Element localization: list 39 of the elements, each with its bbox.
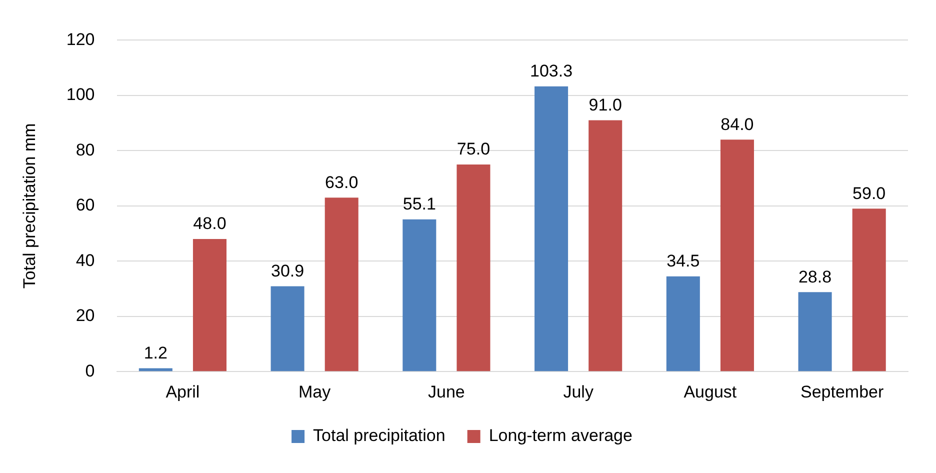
- y-tick-label: 40: [76, 250, 95, 270]
- bar: [852, 208, 886, 372]
- y-axis-title: Total precipitation mm: [20, 123, 39, 289]
- bar: [588, 120, 622, 372]
- text: 63.0: [325, 172, 358, 192]
- text: 28.8: [798, 267, 832, 286]
- bar: [192, 239, 226, 372]
- text: 84.0: [720, 114, 754, 134]
- bar: [270, 286, 304, 372]
- y-tick-label: 80: [76, 140, 95, 160]
- bar: [324, 198, 358, 372]
- text: 59.0: [852, 184, 886, 203]
- y-tick-label: 120: [66, 30, 95, 49]
- legend-label: Total precipitation: [313, 426, 446, 446]
- x-tick-label: April: [166, 382, 200, 402]
- y-tick-label: 20: [76, 306, 95, 326]
- x-tick-label: September: [800, 382, 884, 402]
- text: 1.2: [144, 343, 168, 362]
- text: 34.5: [666, 252, 700, 271]
- text: 91.0: [588, 95, 622, 114]
- bar: [456, 164, 490, 372]
- bar: [666, 276, 700, 372]
- text: 75.0: [456, 140, 490, 159]
- text: 30.9: [270, 261, 304, 280]
- legend-label: Long-term average: [488, 426, 632, 446]
- y-tick-label: 100: [66, 85, 95, 104]
- text: 103.3: [530, 62, 573, 81]
- x-tick-label: June: [428, 382, 465, 402]
- bar: [534, 86, 568, 372]
- y-tick-label: 60: [76, 196, 95, 215]
- bar: [402, 219, 436, 372]
- y-tick-label: 0: [85, 361, 95, 380]
- bar: [720, 140, 754, 372]
- x-tick-label: August: [684, 382, 737, 402]
- x-tick-label: July: [563, 382, 594, 402]
- x-tick-label: May: [298, 382, 332, 402]
- text: 48.0: [193, 214, 226, 234]
- text: 55.1: [402, 194, 436, 214]
- bar: [798, 292, 832, 372]
